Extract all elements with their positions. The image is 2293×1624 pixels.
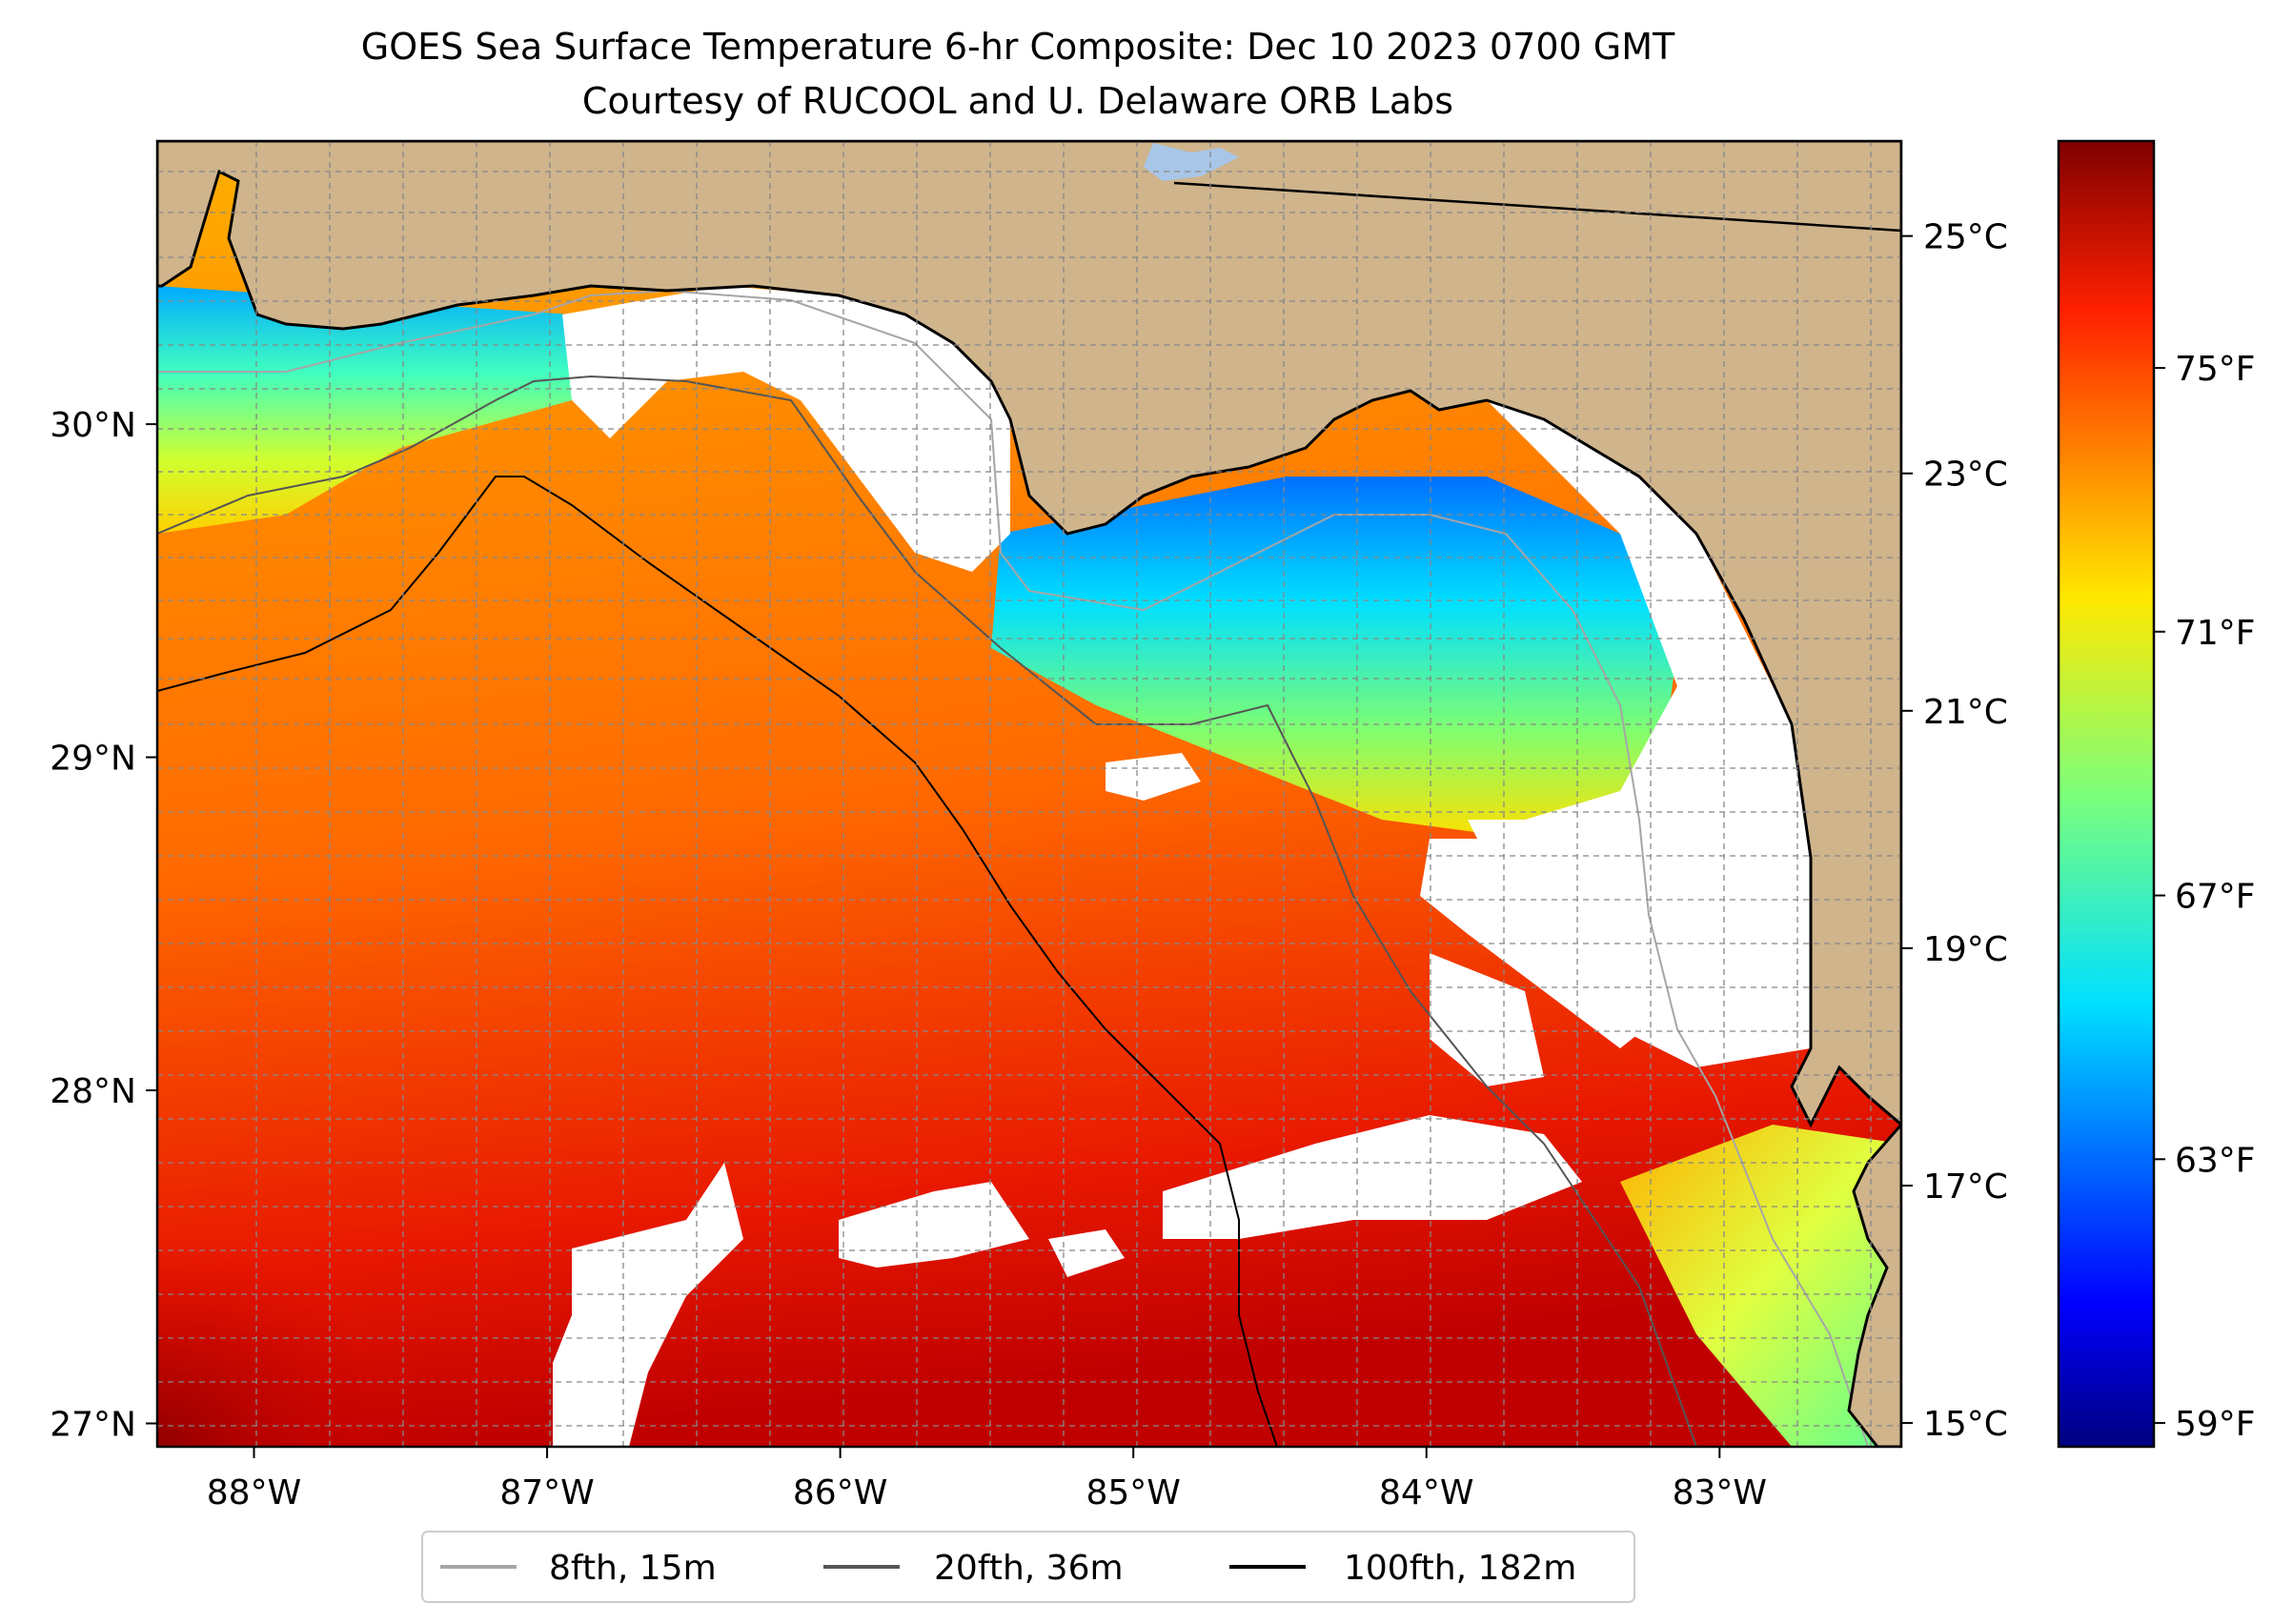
fahrenheit-tick-label: 71°F [2175,614,2256,653]
legend-label-20fth: 20fth, 36m [934,1549,1124,1588]
celsius-tick-label: 23°C [1923,456,2008,495]
colorbar-celsius-axis: 25°C 23°C 21°C 19°C 17°C 15°C [1901,218,2008,1444]
lon-tick-label: 84°W [1379,1473,1473,1512]
sst-big-bend-shelf [991,477,1677,839]
title-line-1: GOES Sea Surface Temperature 6-hr Compos… [361,26,1675,68]
map-frame [155,139,1903,1449]
map-area [157,141,1901,1447]
lon-tick-label: 86°W [793,1473,887,1512]
celsius-tick-label: 21°C [1923,693,2008,732]
sst-northwest-shelf [157,286,572,534]
lat-tick-label: 29°N [50,740,136,779]
sst-southeast-corner [1620,1125,1901,1447]
lon-tick-label: 88°W [207,1473,301,1512]
lat-tick-label: 30°N [50,406,136,445]
legend-label-8fth: 8fth, 15m [549,1549,717,1588]
cloud-masks [553,286,1811,1447]
celsius-tick-label: 25°C [1923,218,2008,257]
contour-100fth-182m [157,476,1278,1447]
celsius-tick-label: 19°C [1923,930,2008,969]
colorbar [2057,139,2156,1449]
contour-8fth-15m [157,289,1869,1447]
land [157,141,1901,1447]
fahrenheit-tick-label: 67°F [2175,878,2256,917]
latitude-axis: 30°N 29°N 28°N 27°N [50,406,157,1445]
lon-tick-label: 85°W [1086,1473,1180,1512]
land-southeast [1847,1122,1901,1447]
lat-tick-label: 28°N [50,1072,136,1111]
colorbar-fahrenheit-axis: 75°F 71°F 67°F 63°F 59°F [2154,350,2256,1444]
legend-box [421,1531,1635,1603]
depth-legend: 8fth, 15m 20fth, 36m 100fth, 182m [421,1531,1635,1603]
legend-label-100fth: 100fth, 182m [1344,1549,1576,1588]
lat-tick-label: 27°N [50,1406,136,1445]
celsius-tick-label: 17°C [1923,1167,2008,1207]
land-north [157,141,1901,1128]
fahrenheit-tick-label: 63°F [2175,1141,2256,1180]
fahrenheit-tick-label: 75°F [2175,350,2256,389]
celsius-tick-label: 15°C [1923,1405,2008,1444]
title-line-2: Courtesy of RUCOOL and U. Delaware ORB L… [582,80,1453,122]
contour-20fth-36m [157,375,1697,1447]
gridlines [157,141,1901,1447]
state-border [1173,181,1901,233]
lon-tick-label: 87°W [499,1473,594,1512]
longitude-axis: 88°W 87°W 86°W 85°W 84°W 83°W [207,1447,1767,1512]
lon-tick-label: 83°W [1673,1473,1767,1512]
sst-southwest-deep-red [157,1096,558,1447]
fahrenheit-tick-label: 59°F [2175,1405,2256,1444]
